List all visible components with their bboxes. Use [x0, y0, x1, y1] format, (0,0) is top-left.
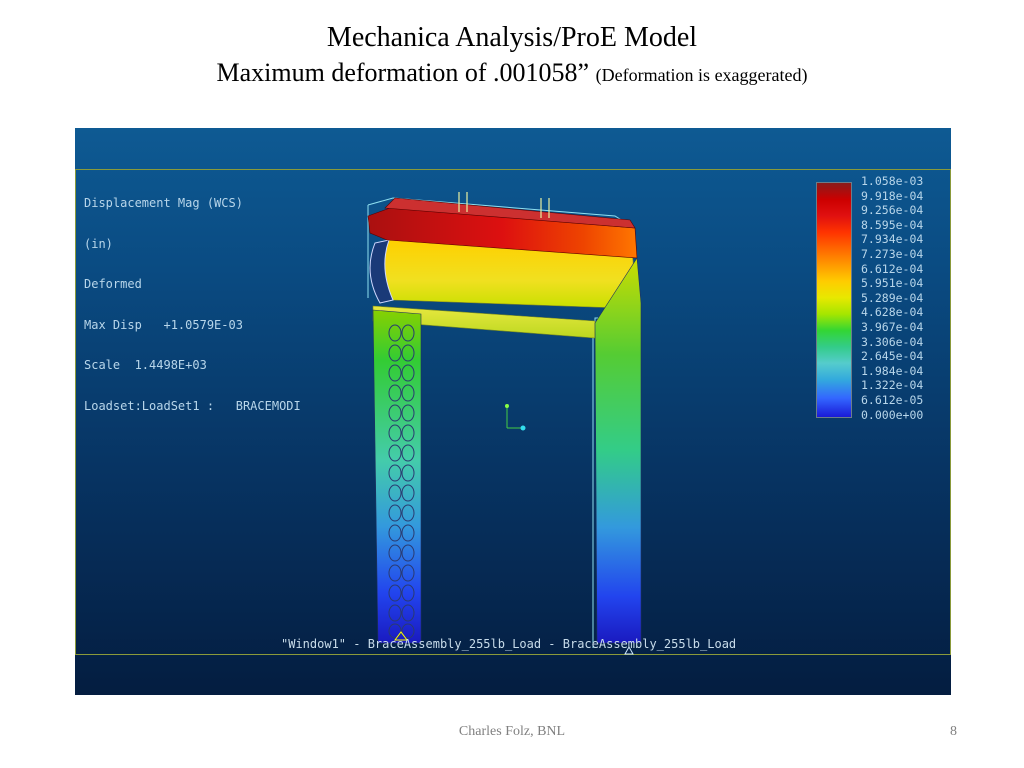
- legend-label: 1.984e-04: [861, 363, 924, 378]
- viewport-frame: [75, 169, 951, 655]
- info-line: Loadset:LoadSet1 : BRACEMODI: [84, 398, 301, 413]
- slide-subtitle: Maximum deformation of .001058” (Deforma…: [0, 58, 1024, 88]
- slide-footer: Charles Folz, BNL: [458, 724, 566, 739]
- legend-label: 8.595e-04: [861, 217, 924, 232]
- legend-label: 3.967e-04: [861, 319, 924, 334]
- legend-label: 9.256e-04: [861, 203, 924, 218]
- fea-viewport[interactable]: Displacement Mag (WCS) (in) Deformed Max…: [75, 128, 951, 695]
- legend-label: 9.918e-04: [861, 188, 924, 203]
- legend-label: 3.306e-04: [861, 334, 924, 349]
- subtitle-note: (Deformation is exaggerated): [595, 65, 808, 85]
- legend-label: 5.289e-04: [861, 290, 924, 305]
- legend-label: 7.273e-04: [861, 246, 924, 261]
- info-line: Displacement Mag (WCS): [84, 196, 243, 210]
- window-caption: "Window1" - BraceAssembly_255lb_Load - B…: [281, 637, 737, 651]
- legend-label: 1.322e-04: [861, 378, 924, 393]
- color-scale-bar: [816, 182, 852, 418]
- legend-label: 5.951e-04: [861, 276, 924, 291]
- info-line: Deformed: [84, 277, 142, 291]
- legend-label: 1.058e-03: [861, 174, 924, 188]
- info-line: (in): [84, 236, 113, 251]
- color-scale-labels: 1.058e-03 9.918e-04 9.256e-04 8.595e-04 …: [861, 174, 923, 422]
- info-line: Scale 1.4498E+03: [84, 358, 207, 372]
- subtitle-main: Maximum deformation of .001058”: [216, 58, 590, 87]
- legend-label: 4.628e-04: [861, 305, 924, 320]
- slide-title: Mechanica Analysis/ProE Model: [326, 22, 698, 53]
- deformed-model: [367, 192, 642, 655]
- info-line: Max Disp +1.0579E-03: [84, 317, 243, 332]
- legend-label: 7.934e-04: [861, 232, 924, 247]
- legend-label: 0.000e+00: [861, 407, 924, 422]
- legend-label: 6.612e-05: [861, 392, 924, 407]
- result-info: Displacement Mag (WCS) (in) Deformed Max…: [84, 170, 301, 440]
- legend-label: 6.612e-04: [861, 261, 924, 276]
- page-number: 8: [950, 724, 957, 739]
- legend-label: 2.645e-04: [861, 349, 924, 364]
